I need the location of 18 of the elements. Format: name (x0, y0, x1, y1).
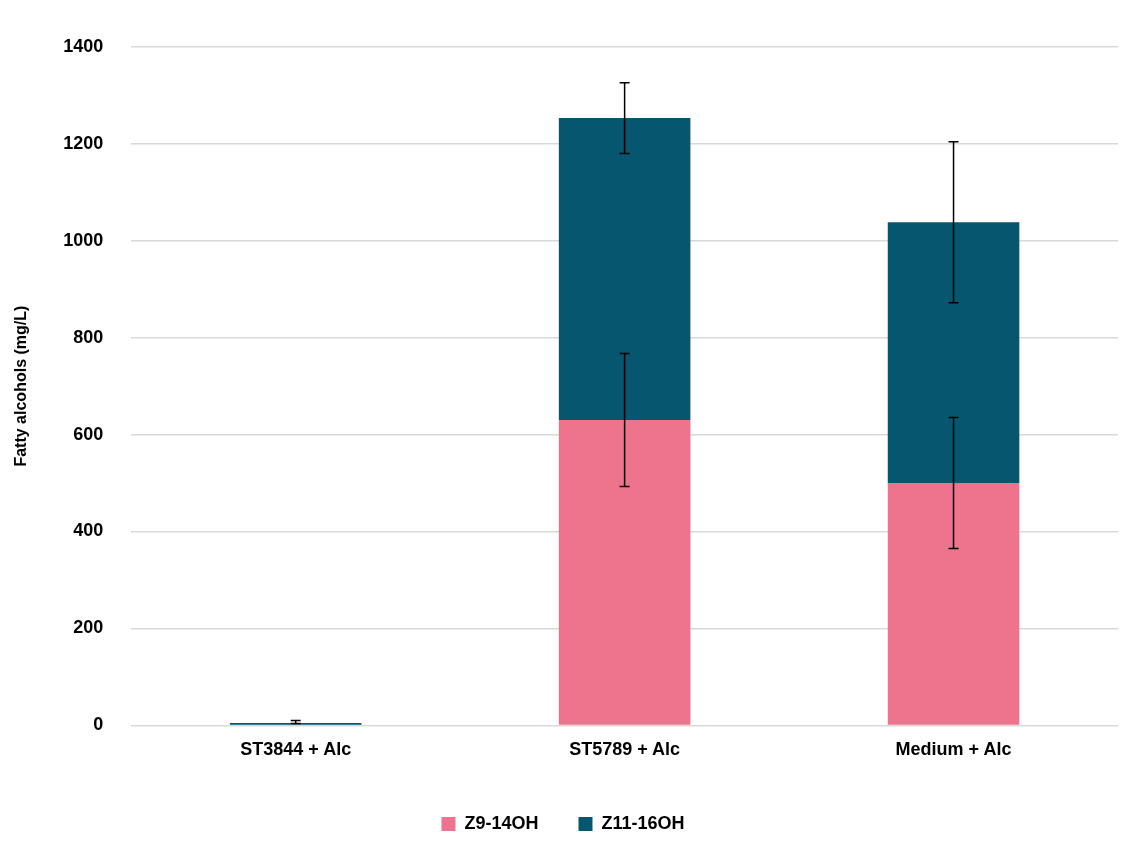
bar (558, 118, 691, 421)
x-tick-label: ST5789 + Alc (569, 739, 681, 760)
legend-label: Z11-16OH (601, 812, 685, 833)
y-tick-label: 200 (73, 617, 104, 638)
y-tick-label: 400 (73, 520, 104, 541)
bar (558, 420, 691, 725)
legend-label: Z9-14OH (464, 812, 539, 833)
y-tick-label: 1200 (63, 132, 104, 153)
bar (887, 222, 1020, 484)
y-tick-label: 0 (93, 714, 104, 735)
bar (887, 483, 1020, 725)
y-tick-label: 1400 (63, 35, 104, 56)
y-tick-label: 800 (73, 326, 104, 347)
y-axis-title: Fatty alcohols (mg/L) (12, 305, 30, 467)
y-tick-label: 600 (73, 423, 104, 444)
x-tick-label: ST3844 + Alc (240, 739, 352, 760)
y-tick-label: 1000 (63, 229, 104, 250)
x-tick-label: Medium + Alc (895, 739, 1012, 760)
